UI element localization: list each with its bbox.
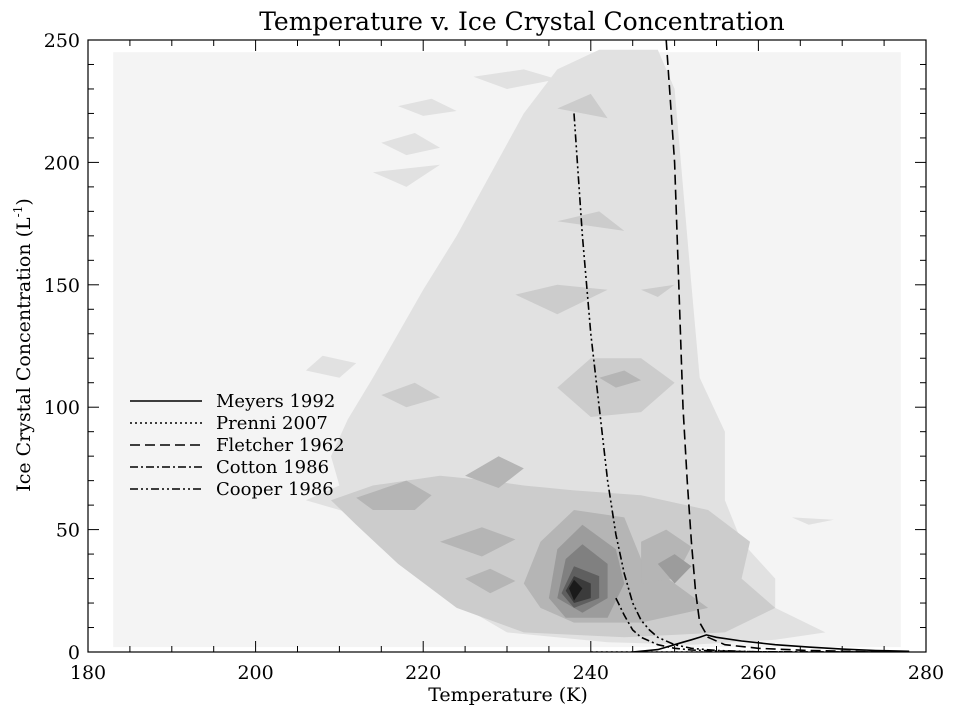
legend-label: Fletcher 1962 — [216, 435, 345, 456]
density-region-level-3 — [440, 527, 516, 557]
y-axis-label-superscript: -1 — [11, 206, 25, 218]
x-tick-label: 260 — [740, 662, 776, 684]
density-region-level-3 — [465, 456, 524, 488]
x-tick-label: 280 — [908, 662, 944, 684]
y-axis-label: Ice Crystal Concentration (L-1) — [11, 198, 35, 492]
density-region-level-1 — [473, 69, 558, 89]
axes: 180 200 220 240 260 280 0 50 100 150 200 250 — [44, 30, 944, 684]
density-region-level-8 — [569, 579, 583, 601]
density-region-level-2 — [557, 211, 625, 231]
x-tick-label: 200 — [237, 662, 273, 684]
y-tick-label: 150 — [44, 275, 80, 297]
x-tick-label: 240 — [573, 662, 609, 684]
density-region-level-1 — [791, 517, 834, 525]
plot-area — [113, 40, 910, 652]
y-tick-label: 200 — [44, 152, 80, 174]
x-tick-label: 180 — [70, 662, 106, 684]
legend-label: Prenni 2007 — [216, 413, 328, 434]
legend-label: Cotton 1986 — [216, 457, 329, 478]
y-axis-label-main: Ice Crystal Concentration (L — [13, 217, 35, 492]
chart-title: Temperature v. Ice Crystal Concentration — [259, 7, 785, 36]
density-region-level-3 — [599, 370, 642, 388]
x-tick-label: 220 — [405, 662, 441, 684]
y-tick-label: 250 — [44, 30, 80, 52]
x-axis-label: Temperature (K) — [428, 684, 588, 706]
legend-label: Cooper 1986 — [216, 479, 334, 500]
y-tick-label: 0 — [68, 642, 80, 664]
density-region-level-3 — [356, 480, 432, 510]
density-region-level-2 — [515, 284, 608, 315]
density-region-level-2 — [381, 382, 440, 408]
density-region-level-1 — [372, 164, 440, 187]
y-axis-label-suffix: ) — [13, 198, 35, 205]
density-region-level-1 — [398, 98, 457, 116]
series-line-meyers-1992 — [632, 634, 910, 652]
density-region-level-3 — [465, 568, 516, 594]
density-region-level-2 — [557, 358, 675, 417]
density-region-level-2 — [557, 93, 608, 119]
density-region-level-1 — [381, 133, 440, 156]
series-line-cooper-1986 — [573, 113, 792, 652]
density-region-level-4 — [657, 554, 692, 584]
y-tick-label: 100 — [44, 397, 80, 419]
y-tick-label: 50 — [56, 520, 80, 542]
density-region-level-2 — [641, 284, 675, 297]
density-region-level-1 — [305, 355, 357, 378]
legend-label: Meyers 1992 — [216, 391, 335, 412]
